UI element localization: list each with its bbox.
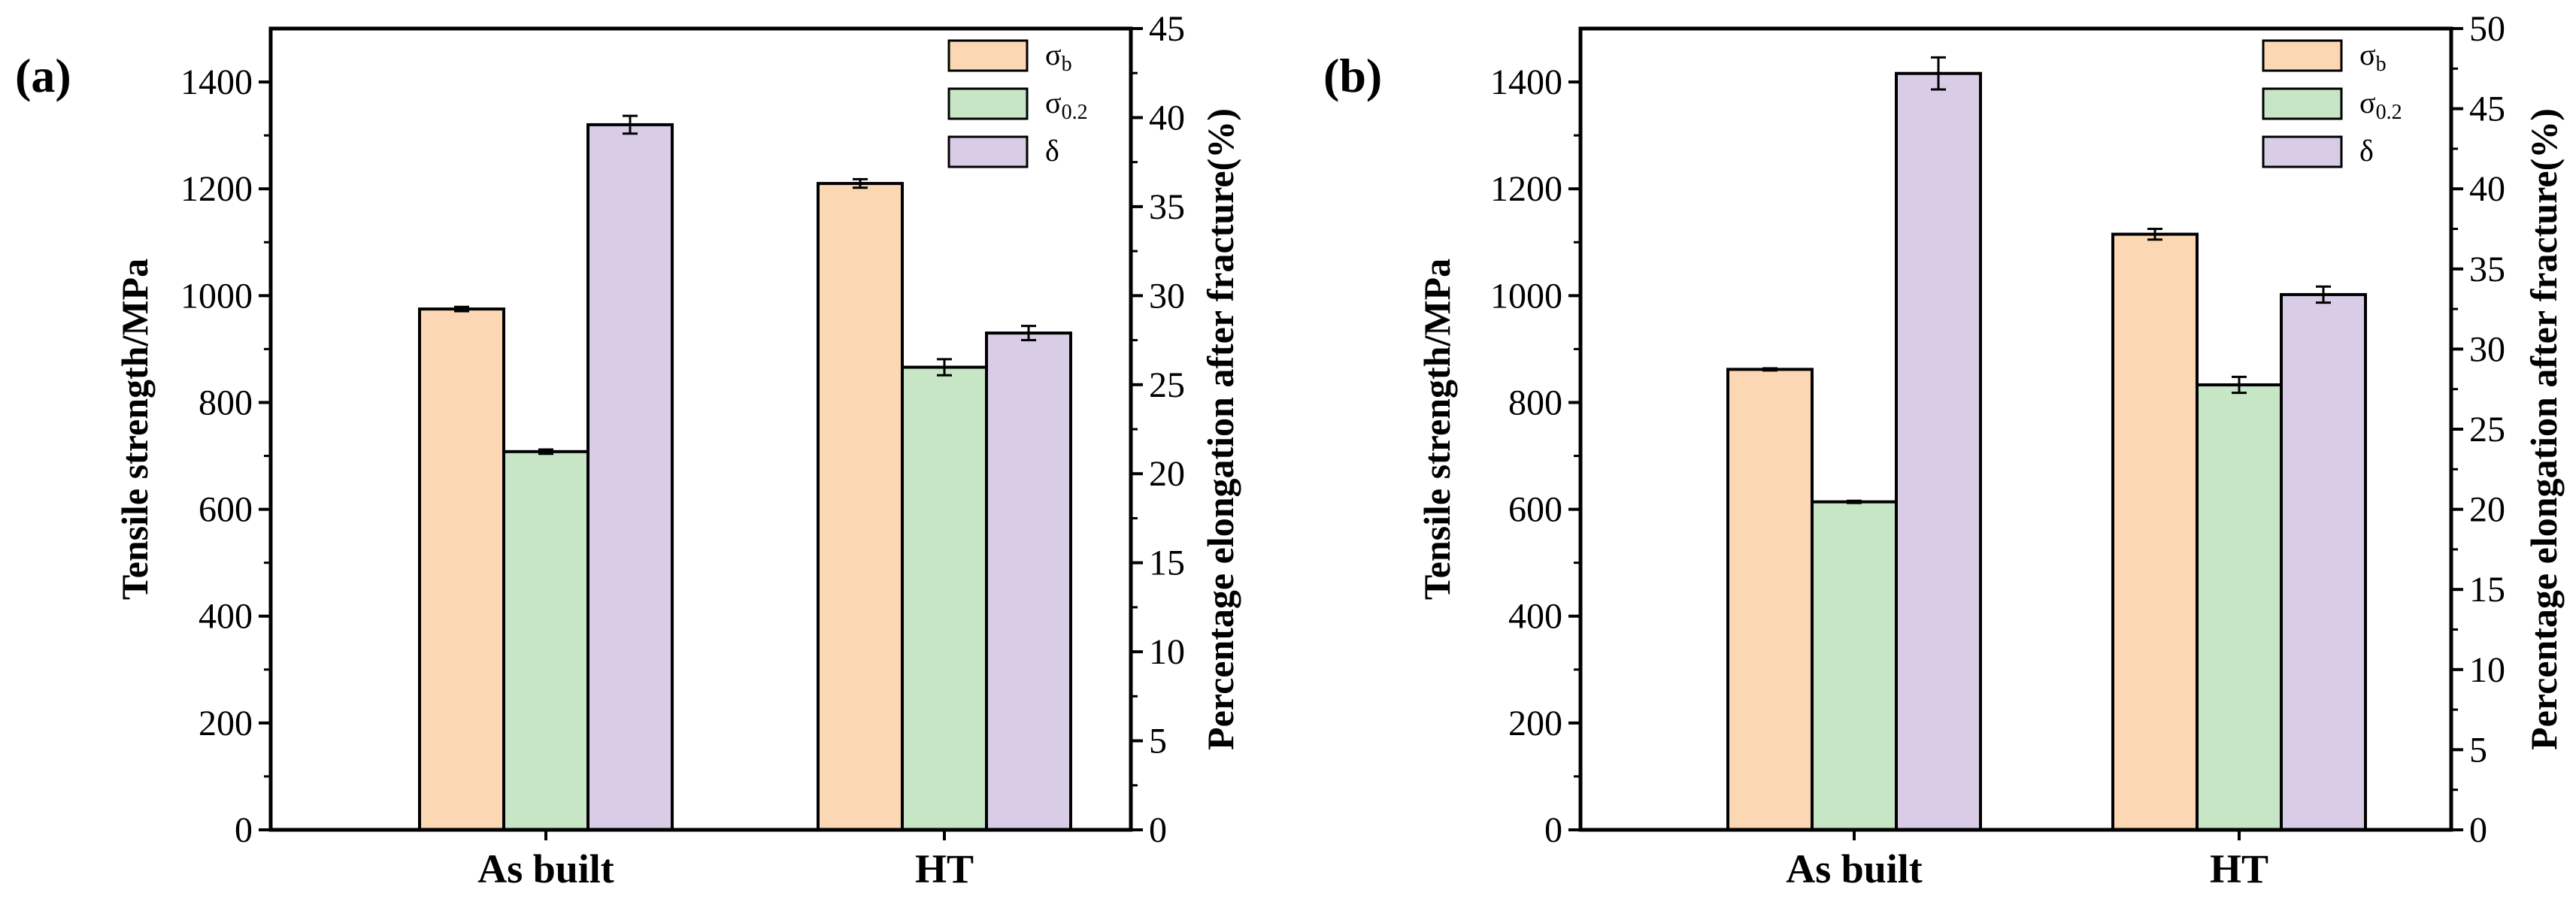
y2-tick-label: 15 [2469, 570, 2505, 610]
legend-label-sigma_02: σ0.2 [1045, 86, 1088, 124]
y-tick-label: 1400 [1490, 62, 1562, 102]
bar-sigma_b-ht [817, 182, 904, 832]
y2-tick-label: 45 [1149, 9, 1185, 49]
y2-tick-label: 40 [1149, 98, 1185, 138]
error-bar-sigma_b-ht [853, 177, 868, 189]
y2-tick-label: 25 [2469, 410, 2505, 449]
legend-swatch-delta [2262, 135, 2343, 168]
bar-sigma_02-as-built [1811, 500, 1898, 832]
error-bar-delta-ht [2316, 285, 2331, 304]
error-bar-sigma_02-ht [2232, 375, 2247, 395]
legend-label-sigma_b: σb [1045, 38, 1072, 76]
legend-swatch-sigma_02 [947, 87, 1029, 120]
y2-tick-label: 5 [2469, 730, 2487, 770]
category-label: As built [477, 846, 614, 891]
bar-sigma_02-ht [901, 365, 988, 831]
legend-label-delta: δ [1045, 134, 1059, 168]
y-tick-label: 400 [199, 597, 253, 637]
error-bar-sigma_b-ht [2147, 228, 2162, 241]
chart-panel-a: (a) As built HT 0 200 400 600 800 1000 1200 1400 0 5… [15, 9, 1241, 891]
legend-label-delta: δ [2359, 134, 2374, 168]
y2-axis-title: Percentage elongation after fracture(%) [2523, 108, 2565, 750]
y2-tick-label: 50 [2469, 9, 2505, 49]
y-tick-label: 0 [235, 810, 253, 850]
y2-tick-label: 35 [1149, 187, 1185, 227]
y2-tick-label: 0 [2469, 810, 2487, 850]
y2-tick-label: 10 [1149, 632, 1185, 672]
error-bar-delta-ht [1021, 325, 1036, 342]
y-tick-label: 800 [1508, 383, 1562, 422]
legend-swatch-delta [947, 135, 1029, 168]
y-tick-label: 0 [1544, 810, 1562, 850]
bar-delta-as-built [1895, 71, 1982, 832]
y2-axis-title: Percentage elongation after fracture(%) [1199, 108, 1241, 750]
bar-delta-ht [2280, 292, 2367, 831]
legend-label-sigma_02: σ0.2 [2359, 86, 2402, 124]
y-tick-label: 1200 [180, 169, 253, 209]
y-tick-label: 400 [1508, 597, 1562, 637]
error-bar-delta-as-built [1931, 56, 1946, 91]
y-tick-label: 200 [1508, 704, 1562, 743]
category-label: As built [1786, 846, 1923, 891]
y-tick-label: 1000 [180, 276, 253, 316]
y2-tick-label: 30 [1149, 276, 1185, 316]
y-tick-label: 600 [199, 490, 253, 530]
bar-delta-ht [985, 331, 1072, 831]
y2-tick-label: 30 [2469, 329, 2505, 369]
legend: σb σ0.2 δ [2262, 38, 2402, 168]
legend-label-sigma_b: σb [2359, 38, 2387, 76]
error-bar-sigma_02-as-built [1847, 499, 1862, 504]
legend: σb σ0.2 δ [947, 38, 1088, 168]
error-bar-sigma_02-ht [937, 358, 952, 377]
y2-tick-label: 40 [2469, 169, 2505, 209]
error-bar-delta-as-built [623, 114, 638, 135]
y2-tick-label: 5 [1149, 722, 1167, 761]
y-axis-title: Tensile strength/MPa [114, 259, 156, 600]
bar-sigma_02-as-built [502, 449, 589, 832]
y2-tick-label: 10 [2469, 650, 2505, 690]
y-tick-label: 1400 [180, 62, 253, 102]
y2-tick-label: 35 [2469, 250, 2505, 289]
legend-swatch-sigma_02 [2262, 87, 2343, 120]
error-bar-sigma_b-as-built [1762, 367, 1777, 372]
y-tick-label: 200 [199, 704, 253, 743]
error-bar-sigma_b-as-built [454, 305, 469, 313]
error-bar-sigma_02-as-built [538, 448, 553, 456]
chart-panel-b: (b) As built HT 0 200 400 600 800 1000 1200 1400 0 5… [1323, 9, 2565, 891]
y2-tick-label: 20 [2469, 490, 2505, 530]
y-tick-label: 1200 [1490, 169, 1562, 209]
y2-tick-label: 0 [1149, 810, 1167, 850]
y2-tick-label: 20 [1149, 454, 1185, 494]
y-tick-label: 800 [199, 383, 253, 422]
y2-tick-label: 15 [1149, 543, 1185, 583]
category-label: HT [2210, 846, 2268, 891]
legend-swatch-sigma_b [947, 39, 1029, 72]
bar-delta-as-built [586, 123, 674, 832]
bar-sigma_02-ht [2196, 383, 2283, 831]
panel-label: (b) [1323, 49, 1382, 102]
category-label: HT [915, 846, 974, 891]
y-axis-title: Tensile strength/MPa [1416, 259, 1458, 600]
y2-tick-label: 45 [2469, 89, 2505, 129]
panel-label: (a) [15, 49, 71, 102]
y-tick-label: 600 [1508, 490, 1562, 530]
legend-swatch-sigma_b [2262, 39, 2343, 72]
y-tick-label: 1000 [1490, 276, 1562, 316]
bar-sigma_b-as-built [418, 307, 505, 832]
y2-tick-label: 25 [1149, 365, 1185, 405]
bar-sigma_b-ht [2111, 232, 2199, 831]
bar-sigma_b-as-built [1726, 368, 1814, 831]
